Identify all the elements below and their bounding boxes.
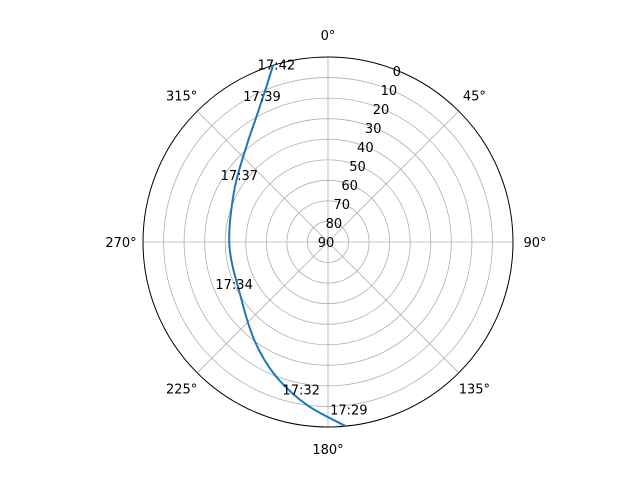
angle-label-0: 0° bbox=[321, 29, 336, 44]
grid-spoke-135 bbox=[327, 241, 460, 374]
angle-label-135: 135° bbox=[459, 382, 490, 397]
time-label: 17:34 bbox=[215, 278, 252, 293]
polar-grid bbox=[143, 57, 513, 427]
r-tick-label-40: 40 bbox=[357, 141, 374, 156]
time-label: 17:37 bbox=[221, 169, 258, 184]
angle-label-45: 45° bbox=[463, 90, 486, 105]
r-tick-label-60: 60 bbox=[341, 179, 358, 194]
r-tick-label-10: 10 bbox=[381, 84, 398, 99]
time-label: 17:42 bbox=[258, 58, 295, 73]
time-label: 17:32 bbox=[282, 384, 319, 399]
satellite-track-line bbox=[228, 65, 347, 428]
r-tick-label-90: 90 bbox=[318, 236, 335, 251]
grid-spoke-45 bbox=[327, 110, 460, 243]
radial-tick-labels: 0 10 20 30 40 50 60 70 80 90 bbox=[318, 65, 401, 251]
angle-label-270: 270° bbox=[105, 236, 136, 251]
grid-spoke-315 bbox=[196, 110, 329, 243]
angle-label-90: 90° bbox=[523, 236, 546, 251]
time-label: 17:29 bbox=[330, 403, 367, 418]
r-tick-label-20: 20 bbox=[373, 103, 390, 118]
r-tick-label-70: 70 bbox=[333, 198, 350, 213]
outer-circle bbox=[142, 56, 514, 428]
angle-label-180: 180° bbox=[312, 443, 343, 458]
angle-label-315: 315° bbox=[166, 90, 197, 105]
polar-frame bbox=[142, 56, 514, 428]
r-tick-label-30: 30 bbox=[365, 122, 382, 137]
r-tick-label-0: 0 bbox=[393, 65, 401, 80]
angle-tick-labels: 0° 45° 90° 135° 180° 225° 270° 315° bbox=[105, 29, 546, 458]
r-tick-label-80: 80 bbox=[326, 217, 343, 232]
series-layer bbox=[228, 65, 347, 428]
angle-label-225: 225° bbox=[166, 382, 197, 397]
r-tick-label-50: 50 bbox=[349, 160, 366, 175]
time-annotations: 17:42 17:39 17:37 17:34 17:32 17:29 bbox=[215, 58, 367, 418]
grid-spoke-225 bbox=[196, 241, 329, 374]
time-label: 17:39 bbox=[243, 90, 280, 105]
